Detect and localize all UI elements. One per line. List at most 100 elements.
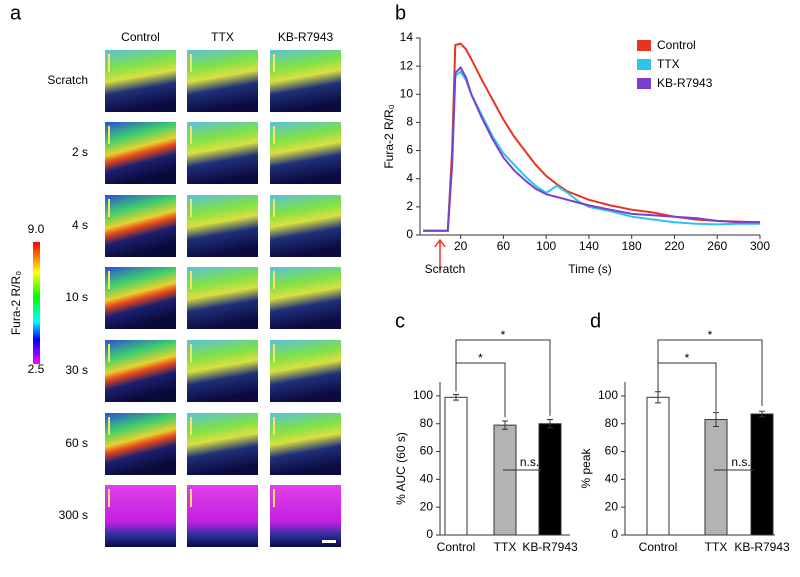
- x-axis-label: Time (s): [568, 262, 612, 276]
- legend-label: KB-R7943: [657, 76, 713, 90]
- bracket: [455, 339, 551, 416]
- image-marker: [190, 489, 192, 507]
- x-tick-label: 140: [579, 239, 599, 253]
- annotation-arrow: [434, 238, 446, 270]
- y-tick-label: 100: [598, 388, 618, 402]
- image-marker: [273, 126, 275, 144]
- column-label: KB-R7943: [278, 30, 334, 44]
- error-bar: [453, 394, 459, 401]
- legend-label: Control: [657, 38, 696, 52]
- legend-swatch: [637, 40, 651, 51]
- bar: [750, 413, 774, 536]
- annotation: n.s.: [520, 455, 539, 469]
- microscopy-image: [187, 340, 258, 402]
- bracket: [657, 339, 763, 406]
- y-tick-label: 2: [406, 199, 413, 213]
- microscopy-image: [270, 122, 341, 184]
- y-tick-label: 20: [420, 499, 434, 513]
- line-series: [423, 42, 761, 232]
- image-marker: [273, 344, 275, 362]
- image-marker: [108, 489, 110, 507]
- x-tick-label: 220: [664, 239, 684, 253]
- microscopy-image: [105, 122, 176, 184]
- x-tick-label: KB-R7943: [734, 540, 790, 554]
- image-marker: [108, 199, 110, 217]
- colorbar-min: 2.5: [28, 362, 45, 376]
- y-tick-label: 20: [605, 499, 619, 513]
- y-tick-label: 100: [413, 388, 433, 402]
- image-marker: [273, 199, 275, 217]
- legend-swatch: [637, 78, 651, 89]
- y-tick-label: 0: [611, 527, 618, 541]
- bar: [444, 396, 468, 536]
- x-tick-label: 260: [707, 239, 727, 253]
- microscopy-image: [105, 485, 176, 547]
- error-bar: [655, 391, 661, 404]
- annotation: Scratch: [425, 262, 466, 276]
- microscopy-image: [187, 413, 258, 475]
- line-series: [423, 65, 760, 232]
- bar: [493, 424, 517, 536]
- microscopy-image: [187, 50, 258, 112]
- row-label: 10 s: [65, 290, 88, 304]
- colorbar-label: Fura-2 R/R₀: [9, 271, 23, 335]
- y-tick-label: 10: [400, 86, 414, 100]
- x-tick-label: TTX: [494, 540, 517, 554]
- bar: [704, 419, 728, 536]
- microscopy-image: [105, 50, 176, 112]
- annotation: n.s.: [731, 455, 750, 469]
- error-bar: [547, 419, 553, 429]
- y-tick-label: 80: [420, 416, 434, 430]
- y-tick-label: 14: [400, 30, 414, 44]
- y-axis-label: % peak: [579, 447, 593, 488]
- panel-label: c: [395, 310, 405, 332]
- row-label: 2 s: [72, 145, 88, 159]
- microscopy-image: [105, 413, 176, 475]
- annotation: *: [478, 351, 483, 365]
- panel-label: d: [590, 310, 601, 332]
- column-label: TTX: [211, 30, 234, 44]
- image-marker: [190, 54, 192, 72]
- error-bar: [759, 410, 765, 418]
- x-tick-label: 60: [497, 239, 511, 253]
- row-label: Scratch: [47, 73, 88, 87]
- y-tick-label: 4: [406, 171, 413, 185]
- row-label: 60 s: [65, 436, 88, 450]
- microscopy-image: [187, 195, 258, 257]
- microscopy-image: [270, 195, 341, 257]
- x-tick-label: Control: [437, 540, 476, 554]
- x-tick-label: TTX: [705, 540, 728, 554]
- microscopy-image: [270, 340, 341, 402]
- image-marker: [108, 54, 110, 72]
- image-marker: [273, 489, 275, 507]
- x-tick-label: KB-R7943: [522, 540, 578, 554]
- panel-label: b: [395, 2, 406, 24]
- annotation: *: [501, 328, 506, 342]
- y-tick-label: 12: [400, 58, 414, 72]
- image-marker: [190, 199, 192, 217]
- y-tick-label: 80: [605, 416, 619, 430]
- y-axis-label: % AUC (60 s): [394, 432, 408, 505]
- x-tick-label: 100: [536, 239, 556, 253]
- microscopy-image: [187, 267, 258, 329]
- image-marker: [273, 271, 275, 289]
- image-marker: [108, 417, 110, 435]
- image-marker: [190, 271, 192, 289]
- y-tick-label: 40: [420, 472, 434, 486]
- error-bar: [502, 420, 508, 430]
- annotation: *: [708, 328, 713, 342]
- image-marker: [273, 54, 275, 72]
- row-label: 4 s: [72, 218, 88, 232]
- colorbar: [33, 242, 40, 364]
- microscopy-image: [105, 340, 176, 402]
- annotation: *: [685, 351, 690, 365]
- microscopy-image: [105, 195, 176, 257]
- x-tick-label: 300: [750, 239, 770, 253]
- image-marker: [273, 417, 275, 435]
- x-tick-label: Control: [639, 540, 678, 554]
- row-label: 300 s: [59, 508, 88, 522]
- x-tick-label: 180: [622, 239, 642, 253]
- panel-label: a: [10, 2, 22, 24]
- x-tick-label: 20: [454, 239, 468, 253]
